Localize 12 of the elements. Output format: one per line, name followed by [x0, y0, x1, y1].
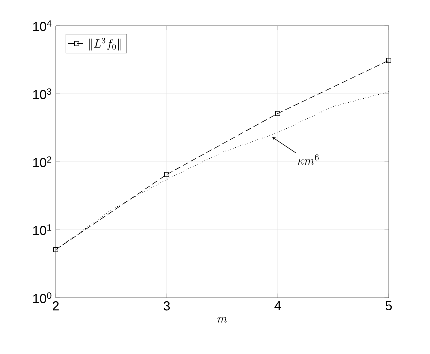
legend-label: $\left\|L^3 f_0\right\|$ [89, 38, 122, 51]
x-tick-label: 4 [274, 302, 282, 310]
annotation: $\kappa m^6$ [298, 154, 319, 165]
y-tick-label: 10$^{1}$ [34, 224, 52, 236]
y-tick-label: 10$^{4}$ [34, 20, 52, 32]
x-tick-label: 3 [164, 302, 170, 311]
y-tick-label: 10$^{3}$ [34, 88, 52, 100]
y-tick-label: 10$^{2}$ [34, 156, 52, 168]
x-tick-label: 2 [53, 302, 59, 311]
y-tick-label: 10$^{0}$ [34, 292, 52, 304]
x-axis-title: $m$ [218, 317, 228, 323]
x-tick-label: 5 [386, 302, 392, 311]
